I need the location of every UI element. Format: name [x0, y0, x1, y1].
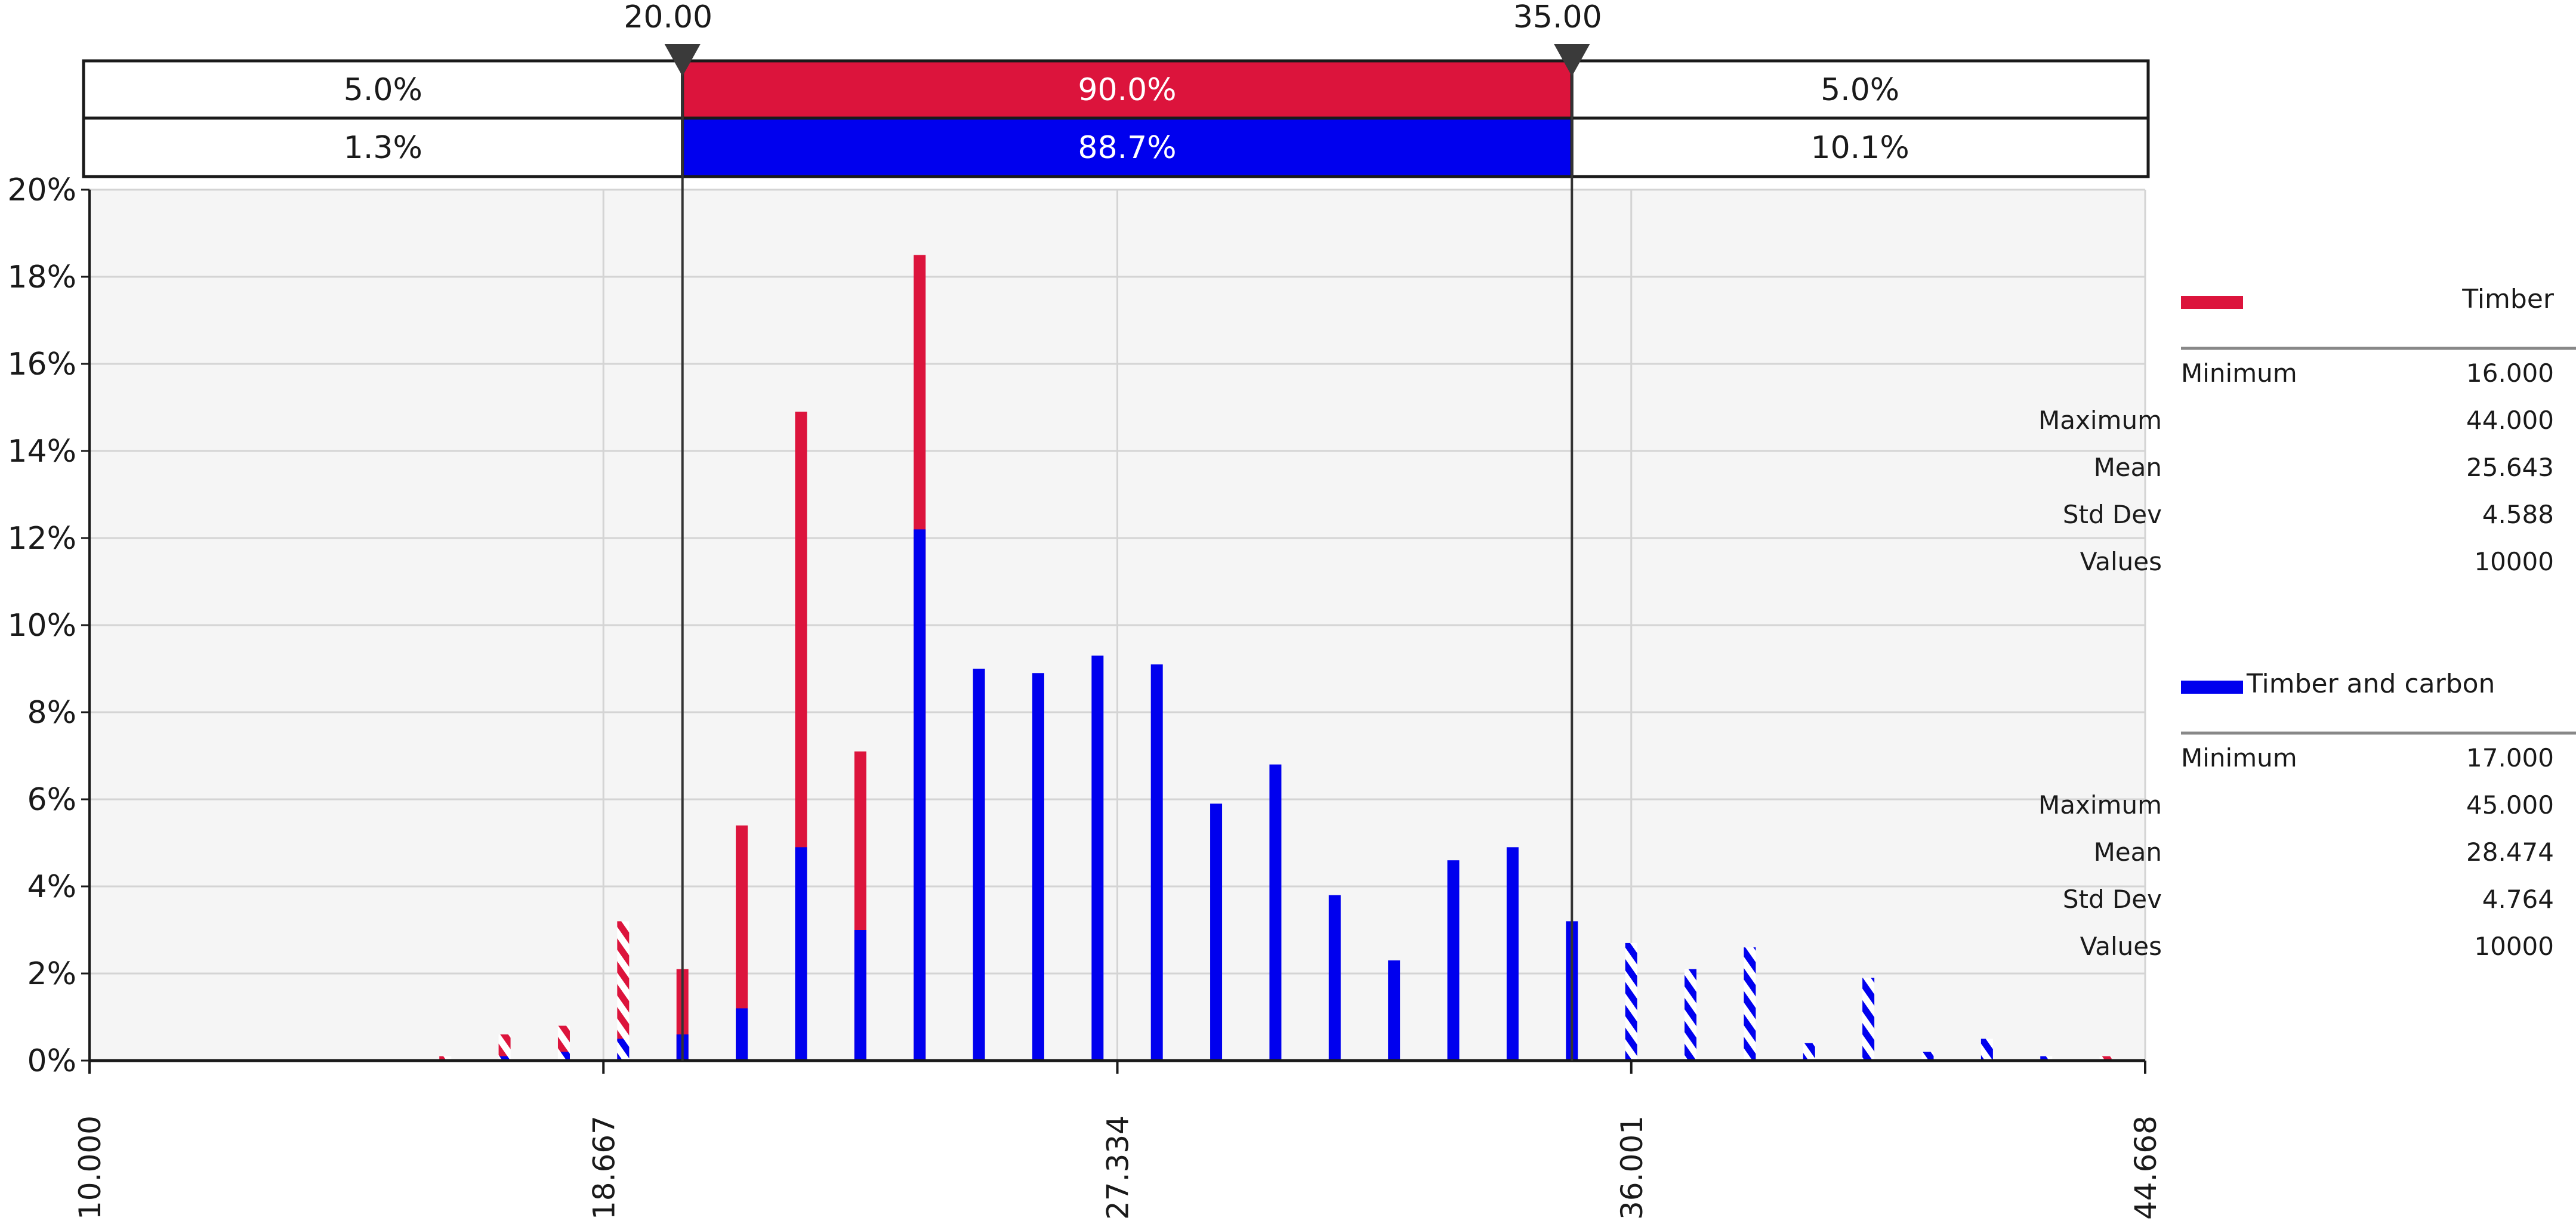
bar-timber-and-carbon-31 — [1328, 895, 1341, 1061]
y-tick-label: 8% — [27, 695, 77, 731]
legend-swatch-timber-and-carbon — [2181, 681, 2243, 694]
bar-timber-and-carbon-23 — [854, 930, 866, 1061]
stat-value-minimum: 16.000 — [2466, 358, 2554, 388]
bar-timber-and-carbon-24 — [914, 529, 926, 1061]
stat-label-std-dev: Std Dev — [2063, 500, 2162, 529]
stat-label-mean: Mean — [2094, 453, 2162, 482]
stat-label-std-dev: Std Dev — [2063, 885, 2162, 914]
x-tick-label: 36.001 — [1615, 1115, 1649, 1220]
stat-label-minimum: Minimum — [2181, 358, 2297, 388]
bar-timber-21 — [736, 825, 748, 1061]
stat-label-maximum: Maximum — [2038, 790, 2162, 820]
delimiter-right-label: 35.00 — [1513, 0, 1602, 35]
stat-label-maximum: Maximum — [2038, 406, 2162, 435]
stat-value-values: 10000 — [2474, 932, 2554, 961]
legend: Timber Minimum 16.000 Maximum 44.000 Mean 25.6… — [2038, 284, 2576, 961]
y-tick-label: 0% — [27, 1043, 77, 1079]
band-cell-right — [1570, 59, 2150, 120]
bar-timber-and-carbon-28 — [1150, 664, 1163, 1061]
bar-timber-and-carbon-41 — [1921, 1052, 1934, 1061]
band-cell-middle — [681, 116, 1574, 178]
bar-timber-and-carbon-22 — [795, 847, 807, 1061]
band-series-a-left-label: 5.0% — [344, 72, 422, 108]
stat-value-values: 10000 — [2474, 547, 2554, 576]
legend-label-timber-and-carbon: Timber and carbon — [2246, 669, 2495, 699]
bar-timber-and-carbon-43 — [2040, 1056, 2053, 1061]
delimiter-left-label: 20.00 — [624, 0, 712, 35]
probability-bands: 5.0% 90.0% 5.0% 1.3% 88.7% 10.1% — [82, 59, 2150, 178]
bar-timber-and-carbon-40 — [1862, 978, 1875, 1061]
band-series-a-right-label: 5.0% — [1821, 72, 1899, 108]
y-tick-label: 18% — [7, 259, 76, 295]
bar-timber-and-carbon-18 — [557, 1052, 570, 1061]
x-tick-label: 44.668 — [2128, 1115, 2163, 1220]
bars — [439, 255, 2112, 1061]
grid-lines — [88, 188, 2146, 1062]
y-tick-label: 10% — [7, 608, 76, 644]
bar-timber-16 — [439, 1056, 452, 1061]
stat-value-mean: 25.643 — [2466, 453, 2554, 482]
y-tick-label: 14% — [7, 434, 76, 469]
bar-timber-and-carbon-34 — [1506, 847, 1519, 1061]
x-tick-label: 27.334 — [1101, 1115, 1136, 1220]
delimiter-right-handle[interactable] — [1554, 44, 1590, 76]
bar-timber-and-carbon-33 — [1447, 860, 1460, 1061]
bar-timber-and-carbon-17 — [498, 1056, 511, 1061]
band-series-b-middle-label: 88.7% — [1078, 130, 1176, 166]
bar-timber-and-carbon-26 — [1032, 673, 1044, 1061]
y-tick-label: 6% — [27, 782, 77, 818]
stat-value-std-dev: 4.588 — [2482, 500, 2554, 529]
stat-value-minimum: 17.000 — [2466, 743, 2554, 772]
delimiter-left-handle[interactable] — [664, 44, 701, 76]
x-tick-label: 10.000 — [73, 1115, 107, 1220]
stat-label-minimum: Minimum — [2181, 743, 2297, 772]
y-tick-label: 2% — [27, 956, 77, 992]
bar-timber-and-carbon-19 — [617, 1039, 630, 1061]
bar-timber-and-carbon-27 — [1091, 656, 1104, 1061]
bar-timber-and-carbon-39 — [1803, 1043, 1815, 1061]
bar-timber-and-carbon-25 — [973, 669, 985, 1061]
y-tick-label: 4% — [27, 869, 77, 905]
band-series-b-left-label: 1.3% — [344, 130, 422, 166]
stat-label-values: Values — [2080, 932, 2162, 961]
stat-value-maximum: 44.000 — [2466, 406, 2554, 435]
bar-timber-and-carbon-29 — [1210, 803, 1223, 1061]
legend-swatch-timber — [2181, 296, 2243, 309]
x-tick-label: 18.667 — [587, 1115, 621, 1220]
bar-timber-and-carbon-42 — [1980, 1039, 1993, 1061]
y-tick-label: 16% — [7, 347, 76, 382]
delimiters[interactable]: 20.00 35.00 — [624, 0, 1602, 1061]
band-cell-left — [82, 116, 684, 178]
y-tick-label: 12% — [7, 521, 76, 557]
bar-timber-19 — [617, 921, 630, 1061]
bar-timber-and-carbon-37 — [1685, 969, 1697, 1061]
band-cell-right — [1570, 116, 2150, 178]
band-cell-middle — [681, 59, 1574, 120]
bar-timber-17 — [498, 1034, 511, 1061]
bar-timber-and-carbon-36 — [1625, 942, 1637, 1061]
bar-timber-and-carbon-21 — [736, 1008, 748, 1061]
stat-label-values: Values — [2080, 547, 2162, 576]
band-series-a-middle-label: 90.0% — [1078, 72, 1176, 108]
legend-label-timber: Timber — [2461, 284, 2555, 314]
y-ticks: 0% 2% 4% 6% 8% 10% 12% 14% 16% 18% 20% — [7, 172, 90, 1079]
band-cell-left — [82, 59, 684, 120]
bar-timber-and-carbon-30 — [1269, 764, 1282, 1061]
x-ticks: 10.000 18.667 27.334 36.001 44.668 — [73, 1061, 2163, 1220]
y-tick-label: 20% — [7, 172, 76, 208]
bar-timber-44 — [2099, 1056, 2112, 1061]
stat-label-mean: Mean — [2094, 837, 2162, 867]
bar-timber-and-carbon-32 — [1388, 960, 1400, 1061]
stat-value-maximum: 45.000 — [2466, 790, 2554, 820]
stat-value-mean: 28.474 — [2466, 837, 2554, 867]
bar-timber-and-carbon-38 — [1744, 947, 1756, 1061]
band-series-b-right-label: 10.1% — [1811, 130, 1909, 166]
stat-value-std-dev: 4.764 — [2482, 885, 2554, 914]
